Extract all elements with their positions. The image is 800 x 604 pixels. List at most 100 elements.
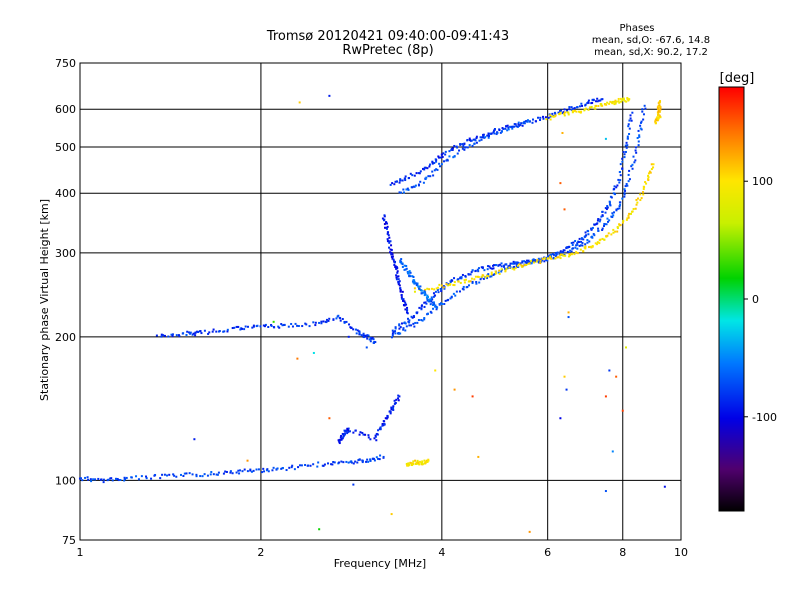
data-point <box>574 239 577 242</box>
data-point <box>414 184 417 187</box>
data-point <box>624 346 627 349</box>
data-point <box>338 439 341 442</box>
data-point <box>612 228 615 231</box>
colorbar-strip <box>719 95 744 97</box>
data-point <box>418 288 421 291</box>
data-point <box>597 227 600 230</box>
data-point <box>438 283 441 286</box>
data-point <box>606 234 609 237</box>
colorbar-strip <box>719 397 744 399</box>
data-point <box>356 329 359 332</box>
data-point <box>405 309 408 312</box>
colorbar-strip <box>719 482 744 484</box>
colorbar-strip <box>719 182 744 184</box>
data-point <box>568 108 571 111</box>
data-point <box>389 240 392 243</box>
data-point <box>342 461 345 464</box>
data-point <box>591 235 594 238</box>
data-point <box>463 279 466 282</box>
data-point <box>277 325 280 328</box>
data-point <box>401 265 404 268</box>
data-point <box>451 147 454 150</box>
colorbar-strip <box>719 103 744 105</box>
data-point <box>411 186 414 189</box>
data-point <box>86 476 89 479</box>
colorbar-strip <box>719 468 744 470</box>
data-point <box>316 465 319 468</box>
data-point <box>603 223 606 226</box>
data-point <box>639 124 642 127</box>
data-point <box>567 113 570 116</box>
data-point <box>471 280 474 283</box>
data-point <box>570 241 573 244</box>
data-point <box>391 329 394 332</box>
data-point <box>626 135 629 138</box>
colorbar-strip <box>719 474 744 476</box>
data-point <box>344 433 347 436</box>
data-point <box>249 469 252 472</box>
data-point <box>390 406 393 409</box>
data-point <box>109 477 112 480</box>
data-point <box>654 119 657 122</box>
colorbar-strip <box>719 118 744 120</box>
data-point <box>304 463 307 466</box>
data-point <box>663 485 666 488</box>
colorbar-strip <box>719 504 744 506</box>
data-point <box>451 279 454 282</box>
data-point <box>362 334 365 337</box>
colorbar-strip <box>719 122 744 124</box>
colorbar-strip <box>719 164 744 166</box>
data-point <box>572 247 575 250</box>
data-point <box>549 255 552 258</box>
data-point <box>404 175 407 178</box>
colorbar-strip <box>719 105 744 107</box>
data-point <box>572 107 575 110</box>
data-point <box>341 317 344 320</box>
data-point <box>366 334 369 337</box>
data-point <box>365 346 368 349</box>
data-point <box>497 271 500 274</box>
data-point <box>593 234 596 237</box>
data-point <box>408 270 411 273</box>
data-point <box>298 101 301 104</box>
data-point <box>575 106 578 109</box>
data-point <box>368 338 371 341</box>
data-point <box>604 490 607 493</box>
data-point <box>490 273 493 276</box>
data-point <box>137 478 140 481</box>
colorbar-strip <box>719 262 744 264</box>
data-point <box>520 122 523 125</box>
data-point <box>650 168 653 171</box>
colorbar-strip <box>719 138 744 140</box>
colorbar-strip <box>719 506 744 508</box>
data-point <box>475 282 478 285</box>
data-point <box>373 459 376 462</box>
data-point <box>283 323 286 326</box>
data-point <box>297 325 300 328</box>
data-point <box>408 324 411 327</box>
data-point <box>657 109 660 112</box>
data-point <box>387 240 390 243</box>
data-point <box>322 464 325 467</box>
data-point <box>530 259 533 262</box>
data-point <box>231 327 234 330</box>
data-point <box>383 214 386 217</box>
data-point <box>365 460 368 463</box>
data-point <box>561 250 564 253</box>
data-point <box>413 282 416 285</box>
data-point <box>449 283 452 286</box>
data-point <box>354 460 357 463</box>
colorbar-strip <box>719 165 744 167</box>
data-point <box>390 408 393 411</box>
colorbar-strip <box>719 454 744 456</box>
data-point <box>564 111 567 114</box>
colorbar-strip <box>719 403 744 405</box>
data-point <box>264 323 267 326</box>
data-point <box>468 144 471 147</box>
colorbar-strip <box>719 108 744 110</box>
data-point <box>211 330 214 333</box>
data-point <box>570 252 573 255</box>
data-point <box>390 248 393 251</box>
data-point <box>412 276 415 279</box>
data-point <box>123 479 126 482</box>
